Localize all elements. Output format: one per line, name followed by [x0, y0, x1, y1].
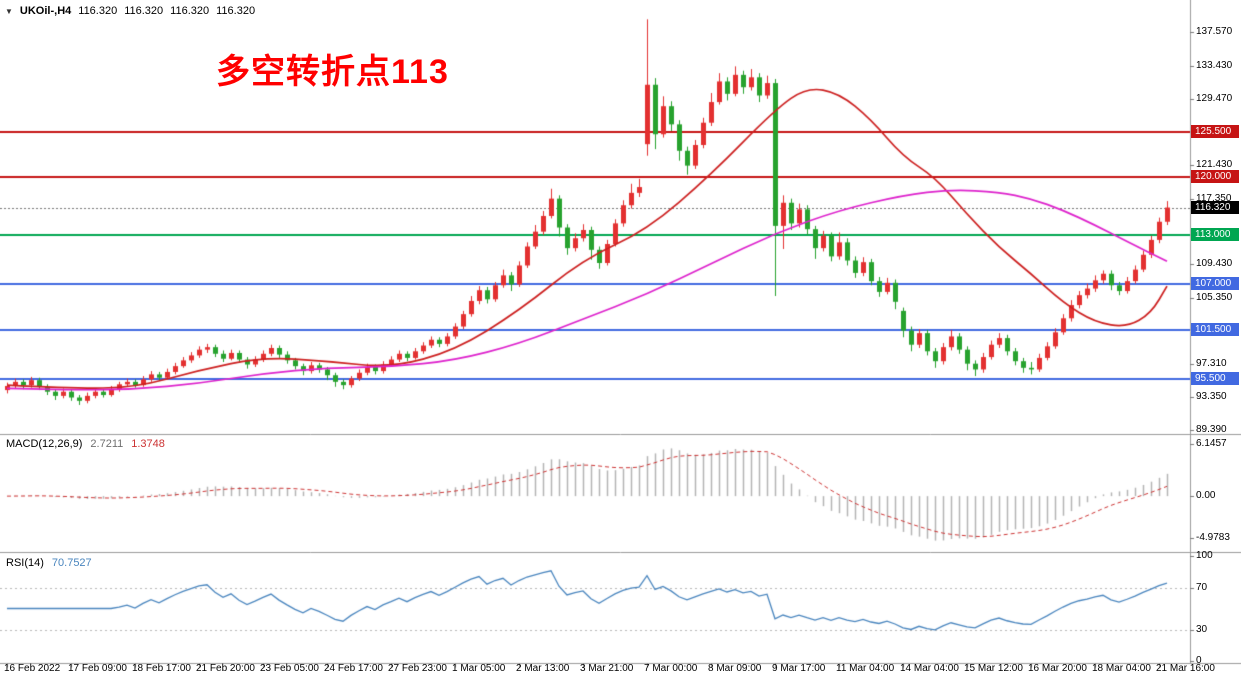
time-axis-label: 3 Mar 21:00	[580, 663, 634, 674]
rsi-tick-label: 70	[1196, 581, 1208, 593]
rsi-tick-label: 30	[1196, 623, 1208, 635]
time-axis-label: 17 Feb 09:00	[68, 663, 127, 674]
macd-name: MACD(12,26,9)	[6, 438, 83, 450]
price-tick-label: 117.350	[1196, 193, 1232, 205]
rsi-tick-label: 0	[1196, 655, 1202, 666]
price-level-badge: 101.500	[1191, 322, 1239, 336]
price-level-badge: 120.000	[1191, 170, 1239, 184]
macd-signal-value: 1.3748	[131, 438, 165, 450]
price-tick-label: 93.350	[1196, 391, 1227, 403]
time-axis-label: 8 Mar 09:00	[708, 663, 762, 674]
time-axis-label: 21 Feb 20:00	[196, 663, 255, 674]
bar-low-value: 116.320	[170, 5, 210, 17]
time-axis-label: 23 Feb 05:00	[260, 663, 319, 674]
price-tick-label: 97.310	[1196, 358, 1227, 370]
price-tick-label: 89.390	[1196, 423, 1227, 435]
annotation-text[interactable]: 多空转折点113	[216, 53, 449, 91]
current-price-badge: 116.320	[1191, 200, 1239, 214]
bar-close-value: 116.320	[216, 5, 256, 17]
macd-tick-label: 6.1457	[1196, 438, 1227, 450]
symbol-info-bar: ▼ UKOil-,H4 116.320 116.320 116.320 116.…	[5, 5, 255, 17]
time-axis-label: 21 Mar 16:00	[1156, 663, 1215, 674]
time-axis-label: 9 Mar 17:00	[772, 663, 826, 674]
price-tick-label: 137.570	[1196, 26, 1233, 38]
time-axis-label: 2 Mar 13:00	[516, 663, 570, 674]
time-axis-label: 16 Mar 20:00	[1028, 663, 1087, 674]
price-tick-label: 129.470	[1196, 93, 1233, 105]
bar-open-value: 116.320	[78, 5, 118, 17]
rsi-name: RSI(14)	[6, 557, 44, 569]
time-axis-label: 16 Feb 2022	[4, 663, 61, 674]
time-axis-label: 15 Mar 12:00	[964, 663, 1023, 674]
time-axis-label: 18 Feb 17:00	[132, 663, 191, 674]
macd-tick-label: 0.00	[1196, 490, 1216, 502]
price-tick-label: 109.430	[1196, 258, 1233, 270]
price-tick-label: 105.350	[1196, 292, 1233, 304]
price-level-badge: 107.000	[1191, 277, 1239, 291]
symbol-timeframe: UKOil-,H4	[19, 5, 72, 17]
price-level-badge: 125.500	[1191, 124, 1239, 138]
time-axis-label: 24 Feb 17:00	[324, 663, 383, 674]
macd-main-value: 2.7211	[90, 438, 124, 450]
time-axis-label: 14 Mar 04:00	[900, 663, 959, 674]
rsi-tick-label: 100	[1196, 550, 1213, 561]
price-tick-label: 121.430	[1196, 159, 1233, 171]
bar-high-value: 116.320	[124, 5, 164, 17]
time-axis-label: 18 Mar 04:00	[1092, 663, 1151, 674]
price-level-badge: 113.000	[1191, 227, 1239, 241]
rsi-value: 70.7527	[51, 557, 92, 569]
time-axis-label: 11 Mar 04:00	[836, 663, 895, 674]
rsi-indicator-label: RSI(14) 70.7527	[6, 557, 92, 569]
time-axis[interactable]: 16 Feb 2022 17 Feb 09:00 18 Feb 17:00 21 Fe…	[0, 663, 1241, 690]
time-axis-label: 1 Mar 05:00	[452, 663, 506, 674]
time-axis-label: 27 Feb 23:00	[388, 663, 447, 674]
time-axis-label: 7 Mar 00:00	[644, 663, 698, 674]
collapse-arrow-icon[interactable]: ▼	[5, 6, 13, 16]
price-tick-label: 133.430	[1196, 60, 1233, 72]
price-axis[interactable]: 137.570 133.430 129.470 121.430 117.350 109.4…	[1190, 0, 1241, 666]
macd-indicator-label: MACD(12,26,9) 2.7211 1.3748	[6, 438, 165, 450]
price-level-badge: 95.500	[1191, 372, 1239, 386]
macd-tick-label: -4.9783	[1196, 532, 1230, 544]
